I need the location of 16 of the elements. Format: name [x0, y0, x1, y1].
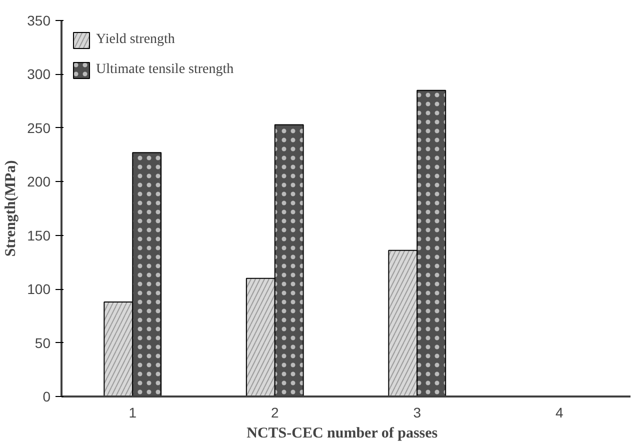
y-tick-label: 150 — [27, 227, 51, 244]
x-tick-label: 3 — [413, 404, 422, 420]
legend-label: Yield strength — [96, 32, 175, 48]
y-tick-label: 50 — [34, 334, 51, 351]
x-tick-label: 4 — [555, 404, 564, 420]
y-tick-label: 100 — [27, 281, 51, 298]
legend-label: Ultimate tensile strength — [96, 62, 234, 78]
x-tick-label: 2 — [270, 404, 279, 420]
x-axis-title: NCTS-CEC number of passes — [246, 426, 438, 442]
y-tick-label: 200 — [27, 174, 51, 190]
y-tick-label: 350 — [27, 12, 51, 28]
y-axis-title: Strength(MPa) — [3, 160, 20, 257]
x-tick-label: 1 — [128, 404, 137, 420]
y-tick-label: 300 — [27, 66, 51, 82]
y-tick-label: 0 — [42, 388, 51, 404]
y-tick-label: 250 — [27, 120, 51, 136]
